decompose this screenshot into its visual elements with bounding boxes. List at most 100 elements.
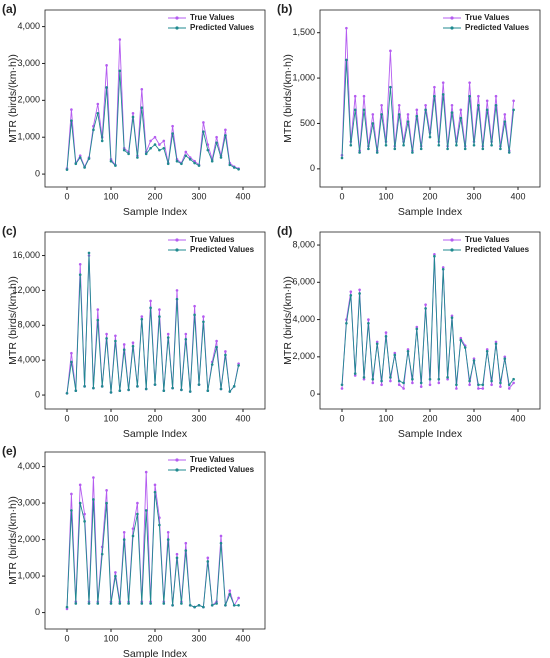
point xyxy=(74,602,78,605)
y-tick-label: 0 xyxy=(310,163,315,173)
point xyxy=(237,168,240,171)
point xyxy=(114,339,117,343)
x-axis-label: Sample Index xyxy=(123,206,188,218)
point xyxy=(171,124,174,128)
point xyxy=(197,164,201,167)
point xyxy=(210,159,214,163)
point xyxy=(122,343,126,346)
point xyxy=(450,104,454,107)
point xyxy=(149,299,152,303)
point xyxy=(162,139,166,143)
point xyxy=(162,602,166,605)
point xyxy=(74,162,78,166)
point xyxy=(406,349,410,353)
point xyxy=(118,38,122,41)
point xyxy=(105,86,108,89)
point xyxy=(441,81,445,84)
point xyxy=(131,344,135,348)
point xyxy=(171,132,174,135)
point xyxy=(114,571,117,574)
point xyxy=(65,605,69,609)
point xyxy=(490,379,493,383)
point xyxy=(415,327,419,331)
point xyxy=(184,332,188,336)
plot-frame xyxy=(44,231,266,410)
point xyxy=(345,321,348,325)
plot-frame xyxy=(44,9,266,188)
point xyxy=(446,376,449,379)
point xyxy=(83,166,86,169)
point xyxy=(362,94,366,98)
point xyxy=(393,353,397,357)
point xyxy=(424,307,427,310)
y-axis-label: MTR (birds/(km·h)) xyxy=(282,54,294,143)
point xyxy=(507,383,511,387)
y-tick-label: 8,000 xyxy=(292,239,315,249)
point xyxy=(384,143,388,147)
point xyxy=(188,156,192,159)
legend-label: True Values xyxy=(465,235,510,244)
y-tick-label: 2,000 xyxy=(17,534,40,544)
series-line xyxy=(66,492,239,608)
point xyxy=(202,121,205,124)
x-tick-label: 0 xyxy=(64,413,69,423)
point xyxy=(105,337,108,340)
x-tick-label: 100 xyxy=(378,413,393,423)
point xyxy=(463,346,467,349)
point xyxy=(340,387,344,390)
point xyxy=(415,325,419,329)
point xyxy=(166,336,170,339)
point xyxy=(206,560,210,563)
point xyxy=(367,318,370,321)
series-line xyxy=(341,256,514,386)
point xyxy=(362,108,366,112)
point xyxy=(210,603,214,607)
point xyxy=(481,147,485,151)
point xyxy=(197,603,201,607)
legend-marker xyxy=(175,248,179,252)
point xyxy=(424,108,427,112)
point xyxy=(512,108,515,112)
point xyxy=(340,383,344,387)
legend-marker xyxy=(175,16,179,20)
point xyxy=(149,306,152,310)
point xyxy=(375,342,379,346)
y-axis-label: MTR (birds/(km·h)) xyxy=(7,54,19,143)
point xyxy=(118,69,122,73)
legend-label: Predicted Values xyxy=(190,23,255,32)
y-tick-label: 3,000 xyxy=(17,497,40,507)
point xyxy=(494,340,498,344)
y-tick-label: 4,000 xyxy=(17,21,40,31)
point xyxy=(105,64,108,67)
point xyxy=(446,377,449,381)
point xyxy=(78,262,82,266)
series-line xyxy=(66,39,239,169)
legend-marker xyxy=(175,26,179,30)
point xyxy=(118,389,122,392)
point xyxy=(468,379,471,383)
point xyxy=(197,383,201,386)
point xyxy=(512,377,515,381)
x-tick-label: 100 xyxy=(103,413,118,423)
x-tick-label: 300 xyxy=(191,413,206,423)
point xyxy=(96,102,100,106)
legend-label: Predicted Values xyxy=(465,245,530,254)
point xyxy=(100,385,104,388)
point xyxy=(193,313,196,317)
point xyxy=(450,111,454,114)
point xyxy=(380,104,383,107)
plot-frame xyxy=(44,451,266,630)
point xyxy=(114,164,117,167)
point xyxy=(180,162,183,166)
point xyxy=(406,120,410,123)
point xyxy=(136,156,139,159)
point xyxy=(105,501,108,505)
point xyxy=(406,113,410,116)
point xyxy=(184,150,188,154)
point xyxy=(131,527,135,530)
point xyxy=(353,374,357,377)
point xyxy=(184,549,188,552)
point xyxy=(158,308,161,311)
x-tick-label: 200 xyxy=(147,633,162,643)
point xyxy=(459,108,463,112)
